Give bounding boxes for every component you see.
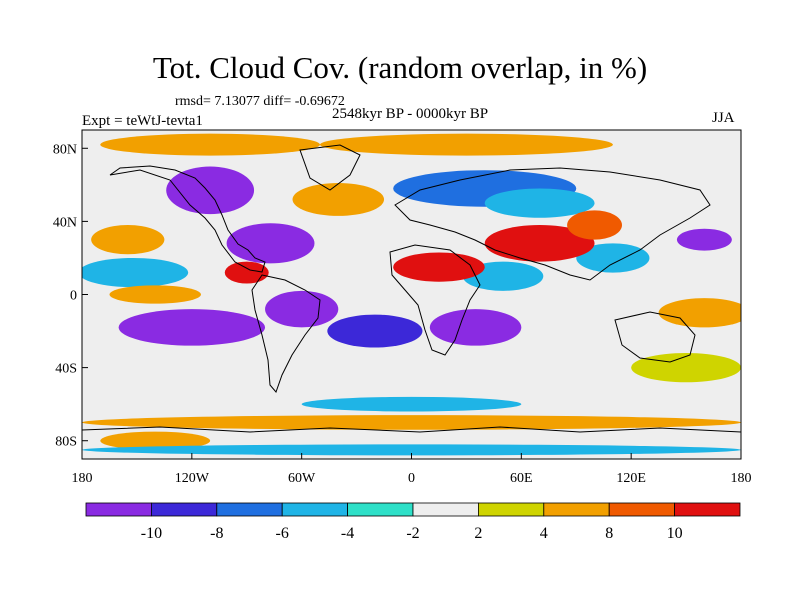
anomaly-region-20 (319, 133, 613, 156)
experiment-label: Expt = teWtJ-tevta1 (82, 113, 203, 129)
colorbar-swatch-4 (347, 502, 414, 517)
anomaly-region-18 (224, 261, 269, 284)
coastline-africa (389, 244, 481, 356)
x-axis: 180 120W 60W 0 60E 120E 180 (72, 453, 752, 486)
colorbar-swatch-6 (477, 502, 545, 517)
anomaly-region-16 (484, 225, 595, 262)
anomaly-region-0 (166, 166, 255, 215)
x-tick-label-3: 0 (408, 471, 415, 486)
anomaly-region-9 (676, 228, 732, 251)
colorbar-label-4: -2 (406, 525, 419, 542)
anomaly-region-5 (327, 314, 423, 348)
colorbar-label-3: -4 (341, 525, 354, 542)
coastline-australia (614, 311, 696, 363)
y-axis: 80N 40N 0 40S 80S (53, 142, 88, 450)
colorbar-label-8: 10 (667, 525, 683, 542)
coastline-south-america (251, 274, 321, 393)
anomaly-region-6 (429, 309, 522, 346)
stats-label: rmsd= 7.13077 diff= -0.69672 (175, 94, 345, 109)
colorbar-swatch-9 (674, 502, 741, 517)
coastline-antarctica (82, 426, 741, 433)
anomaly-region-23 (100, 431, 211, 450)
season-label: JJA (712, 110, 735, 126)
x-tick-label-4: 60E (510, 471, 533, 486)
anomaly-region-13 (91, 225, 165, 255)
anomaly-region-1 (226, 223, 315, 264)
y-tick-label-3: 40S (55, 362, 77, 377)
x-tick-label-6: 180 (731, 471, 752, 486)
anomaly-region-24 (82, 444, 741, 456)
anomaly-region-14 (292, 183, 385, 216)
anomaly-region-15 (393, 252, 485, 282)
coastline-eurasia (394, 167, 711, 281)
colorbar-swatch-2 (216, 502, 283, 517)
colorbar-swatch-7 (543, 502, 610, 517)
anomaly-region-4 (265, 290, 339, 328)
colorbar-swatch-0 (85, 502, 152, 517)
colorbar-label-2: -6 (276, 525, 289, 542)
colorbar-swatch-5 (412, 502, 479, 517)
colorbar-label-5: 2 (474, 525, 482, 542)
x-tick-label-1: 120W (175, 471, 210, 486)
coastlines (82, 144, 741, 433)
x-tick-label-2: 60W (288, 471, 316, 486)
anomaly-region-25 (631, 352, 741, 383)
anomaly-region-3 (118, 309, 266, 346)
y-tick-label-4: 80S (55, 435, 77, 450)
colorbar-label-1: -8 (210, 525, 223, 542)
y-tick-label-2: 0 (70, 289, 77, 304)
coastline-greenland (299, 144, 361, 191)
anomaly-region-8 (484, 188, 595, 218)
anomaly-region-19 (100, 133, 320, 156)
colorbar-swatch-1 (150, 502, 218, 517)
anomaly-region-17 (567, 210, 623, 240)
y-tick-label-1: 40N (53, 215, 77, 230)
colorbar-label-0: -10 (141, 525, 162, 542)
chart-title: Tot. Cloud Cov. (random overlap, in %) (152, 50, 648, 85)
anomaly-region-10 (576, 243, 650, 273)
colorbar-swatch-3 (281, 502, 349, 517)
colorbar-swatch-8 (608, 502, 676, 517)
colorbar: -10 -8 -6 -4 -2 2 4 8 10 (85, 502, 741, 542)
anomaly-region-22 (82, 415, 741, 430)
coastline-north-america (109, 165, 266, 273)
y-tick-label-0: 80N (53, 142, 77, 157)
anomaly-region-26 (301, 396, 522, 412)
anomaly-region-2 (82, 257, 189, 288)
colorbar-label-6: 4 (540, 525, 548, 542)
period-label: 2548kyr BP - 0000kyr BP (331, 106, 489, 122)
colorbar-label-7: 8 (605, 525, 613, 542)
anomaly-region-21 (658, 298, 741, 328)
x-tick-label-0: 180 (72, 471, 93, 486)
anomaly-region-12 (109, 285, 201, 304)
x-tick-label-5: 120E (616, 471, 646, 486)
